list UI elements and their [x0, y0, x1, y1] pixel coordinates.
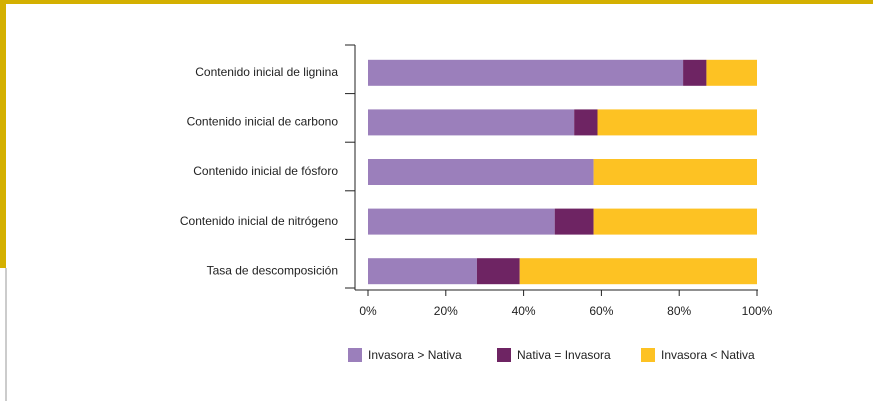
y-tick-label: Contenido inicial de fósforo	[193, 164, 338, 178]
bar-segment	[368, 109, 575, 136]
bar-segment	[476, 258, 520, 285]
bar-segment	[368, 208, 555, 235]
bar-segment	[519, 258, 757, 285]
legend-label: Invasora < Nativa	[661, 348, 755, 362]
legend-label: Invasora > Nativa	[368, 348, 462, 362]
bar-segment	[683, 59, 707, 86]
x-tick-label: 60%	[589, 304, 613, 318]
x-tick-label: 20%	[434, 304, 458, 318]
bar-segment	[597, 109, 757, 136]
bar-segment	[706, 59, 757, 86]
legend-swatch	[497, 348, 511, 362]
bar-segment	[554, 208, 594, 235]
bar-segment	[368, 59, 684, 86]
frame-left	[0, 0, 6, 268]
legend-label: Nativa = Invasora	[517, 348, 611, 362]
legend-swatch	[641, 348, 655, 362]
bar-segment	[368, 159, 594, 185]
y-tick-label: Contenido inicial de carbono	[187, 115, 339, 129]
frame-top	[0, 0, 873, 4]
bar-segment	[368, 258, 477, 285]
y-tick-label: Tasa de descomposición	[207, 263, 338, 277]
x-tick-label: 40%	[512, 304, 536, 318]
legend-swatch	[348, 348, 362, 362]
x-tick-label: 0%	[359, 304, 377, 318]
y-tick-label: Contenido inicial de nitrógeno	[180, 214, 338, 228]
bar-segment	[593, 208, 757, 235]
y-tick-label: Contenido inicial de lignina	[195, 65, 338, 79]
x-tick-label: 100%	[742, 304, 773, 318]
x-tick-label: 80%	[667, 304, 691, 318]
bar-segment	[574, 109, 598, 136]
bar-segment	[593, 159, 757, 185]
